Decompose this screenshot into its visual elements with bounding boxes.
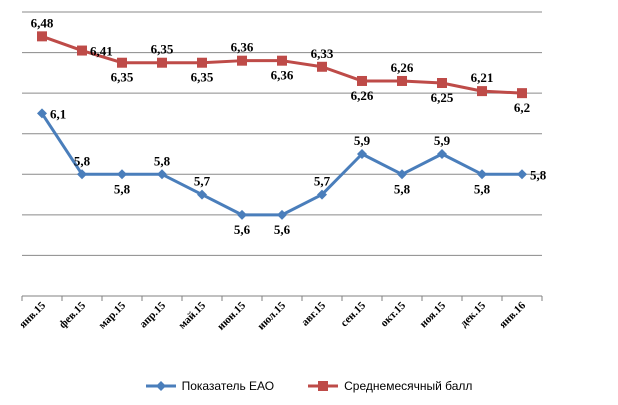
data-labels: 6,1 5,8 5,8 5,8 5,7 5,6 5,6 5,7 5,9 5,8 5,9 5,8 5,8 6… [31,15,547,237]
x-tick-labels: янв.15 фев.15 мар.15 апр.15 май.15 июн.15 июл.… [17,296,543,333]
data-point [197,189,207,200]
x-tick-label: окт.15 [378,299,408,329]
data-label: 5,9 [434,133,451,148]
x-tick-label: янв.16 [497,299,528,330]
data-point [77,45,87,56]
data-label: 5,8 [74,153,91,168]
legend-label-eao: Показатель ЕАО [181,379,275,393]
x-tick-label: авг.15 [299,299,328,328]
data-point [277,209,287,220]
data-point [517,169,527,180]
data-point [77,169,87,180]
data-label: 5,8 [474,181,491,196]
data-point [317,61,327,72]
data-label: 5,7 [314,174,331,189]
legend-marker-square-icon [308,381,339,391]
data-label: 6,48 [31,15,54,30]
data-point [117,169,127,180]
data-label: 5,6 [274,222,291,237]
data-point [317,189,327,200]
data-label: 5,8 [154,153,171,168]
legend: Показатель ЕАО Среднемесячный балл [0,376,618,396]
data-point [37,108,47,119]
data-label: 6,35 [191,70,214,85]
x-tick-label: апр.15 [137,299,168,330]
x-tick-label: фев.15 [57,299,89,331]
legend-marker-diamond-icon [145,381,176,391]
data-label: 6,41 [90,44,113,59]
x-tick-label: июл.15 [255,299,288,332]
data-label: 6,1 [50,106,66,121]
data-label: 6,36 [231,40,254,55]
x-tick-label: янв.15 [17,299,48,330]
data-label: 6,26 [351,88,374,103]
x-tick-label: сен.15 [338,299,368,329]
x-tick-label: дек.15 [458,299,488,329]
series-markers [37,31,527,220]
data-point [477,169,487,180]
data-point [437,78,447,88]
data-point [157,169,167,180]
legend-item-eao: Показатель ЕАО [145,379,275,393]
data-label: 5,7 [194,174,211,189]
data-label: 6,2 [514,100,530,115]
x-tick-label: май.15 [176,299,208,331]
data-point [117,57,127,68]
series-line [40,112,522,217]
data-label: 6,35 [151,42,174,57]
legend-item-avg: Среднемесячный балл [308,379,472,393]
legend-label-avg: Среднемесячный балл [344,379,473,393]
data-point [237,55,247,66]
x-tick-label: июн.15 [215,299,248,332]
data-point [277,55,287,66]
data-label: 6,33 [311,46,334,61]
data-label: 6,21 [471,70,494,85]
data-point [437,149,447,159]
x-tick-label: ноя.15 [417,299,448,330]
data-point [357,149,367,159]
data-point [37,31,47,42]
data-label: 6,25 [431,90,454,105]
data-label: 6,36 [271,68,294,83]
data-label: 5,8 [394,181,411,196]
data-point [517,88,527,99]
data-label: 5,9 [354,133,371,148]
data-point [157,57,167,68]
data-label: 6,35 [111,70,134,85]
data-point [477,86,487,97]
data-label: 6,26 [391,60,414,75]
data-label: 5,8 [530,167,547,182]
data-label: 5,8 [114,181,131,196]
x-tick-label: мар.15 [96,299,128,331]
data-point [397,169,407,180]
data-point [357,75,367,86]
data-label: 5,6 [234,222,251,237]
data-point [237,209,247,220]
data-point [397,75,407,86]
data-point [197,57,207,68]
